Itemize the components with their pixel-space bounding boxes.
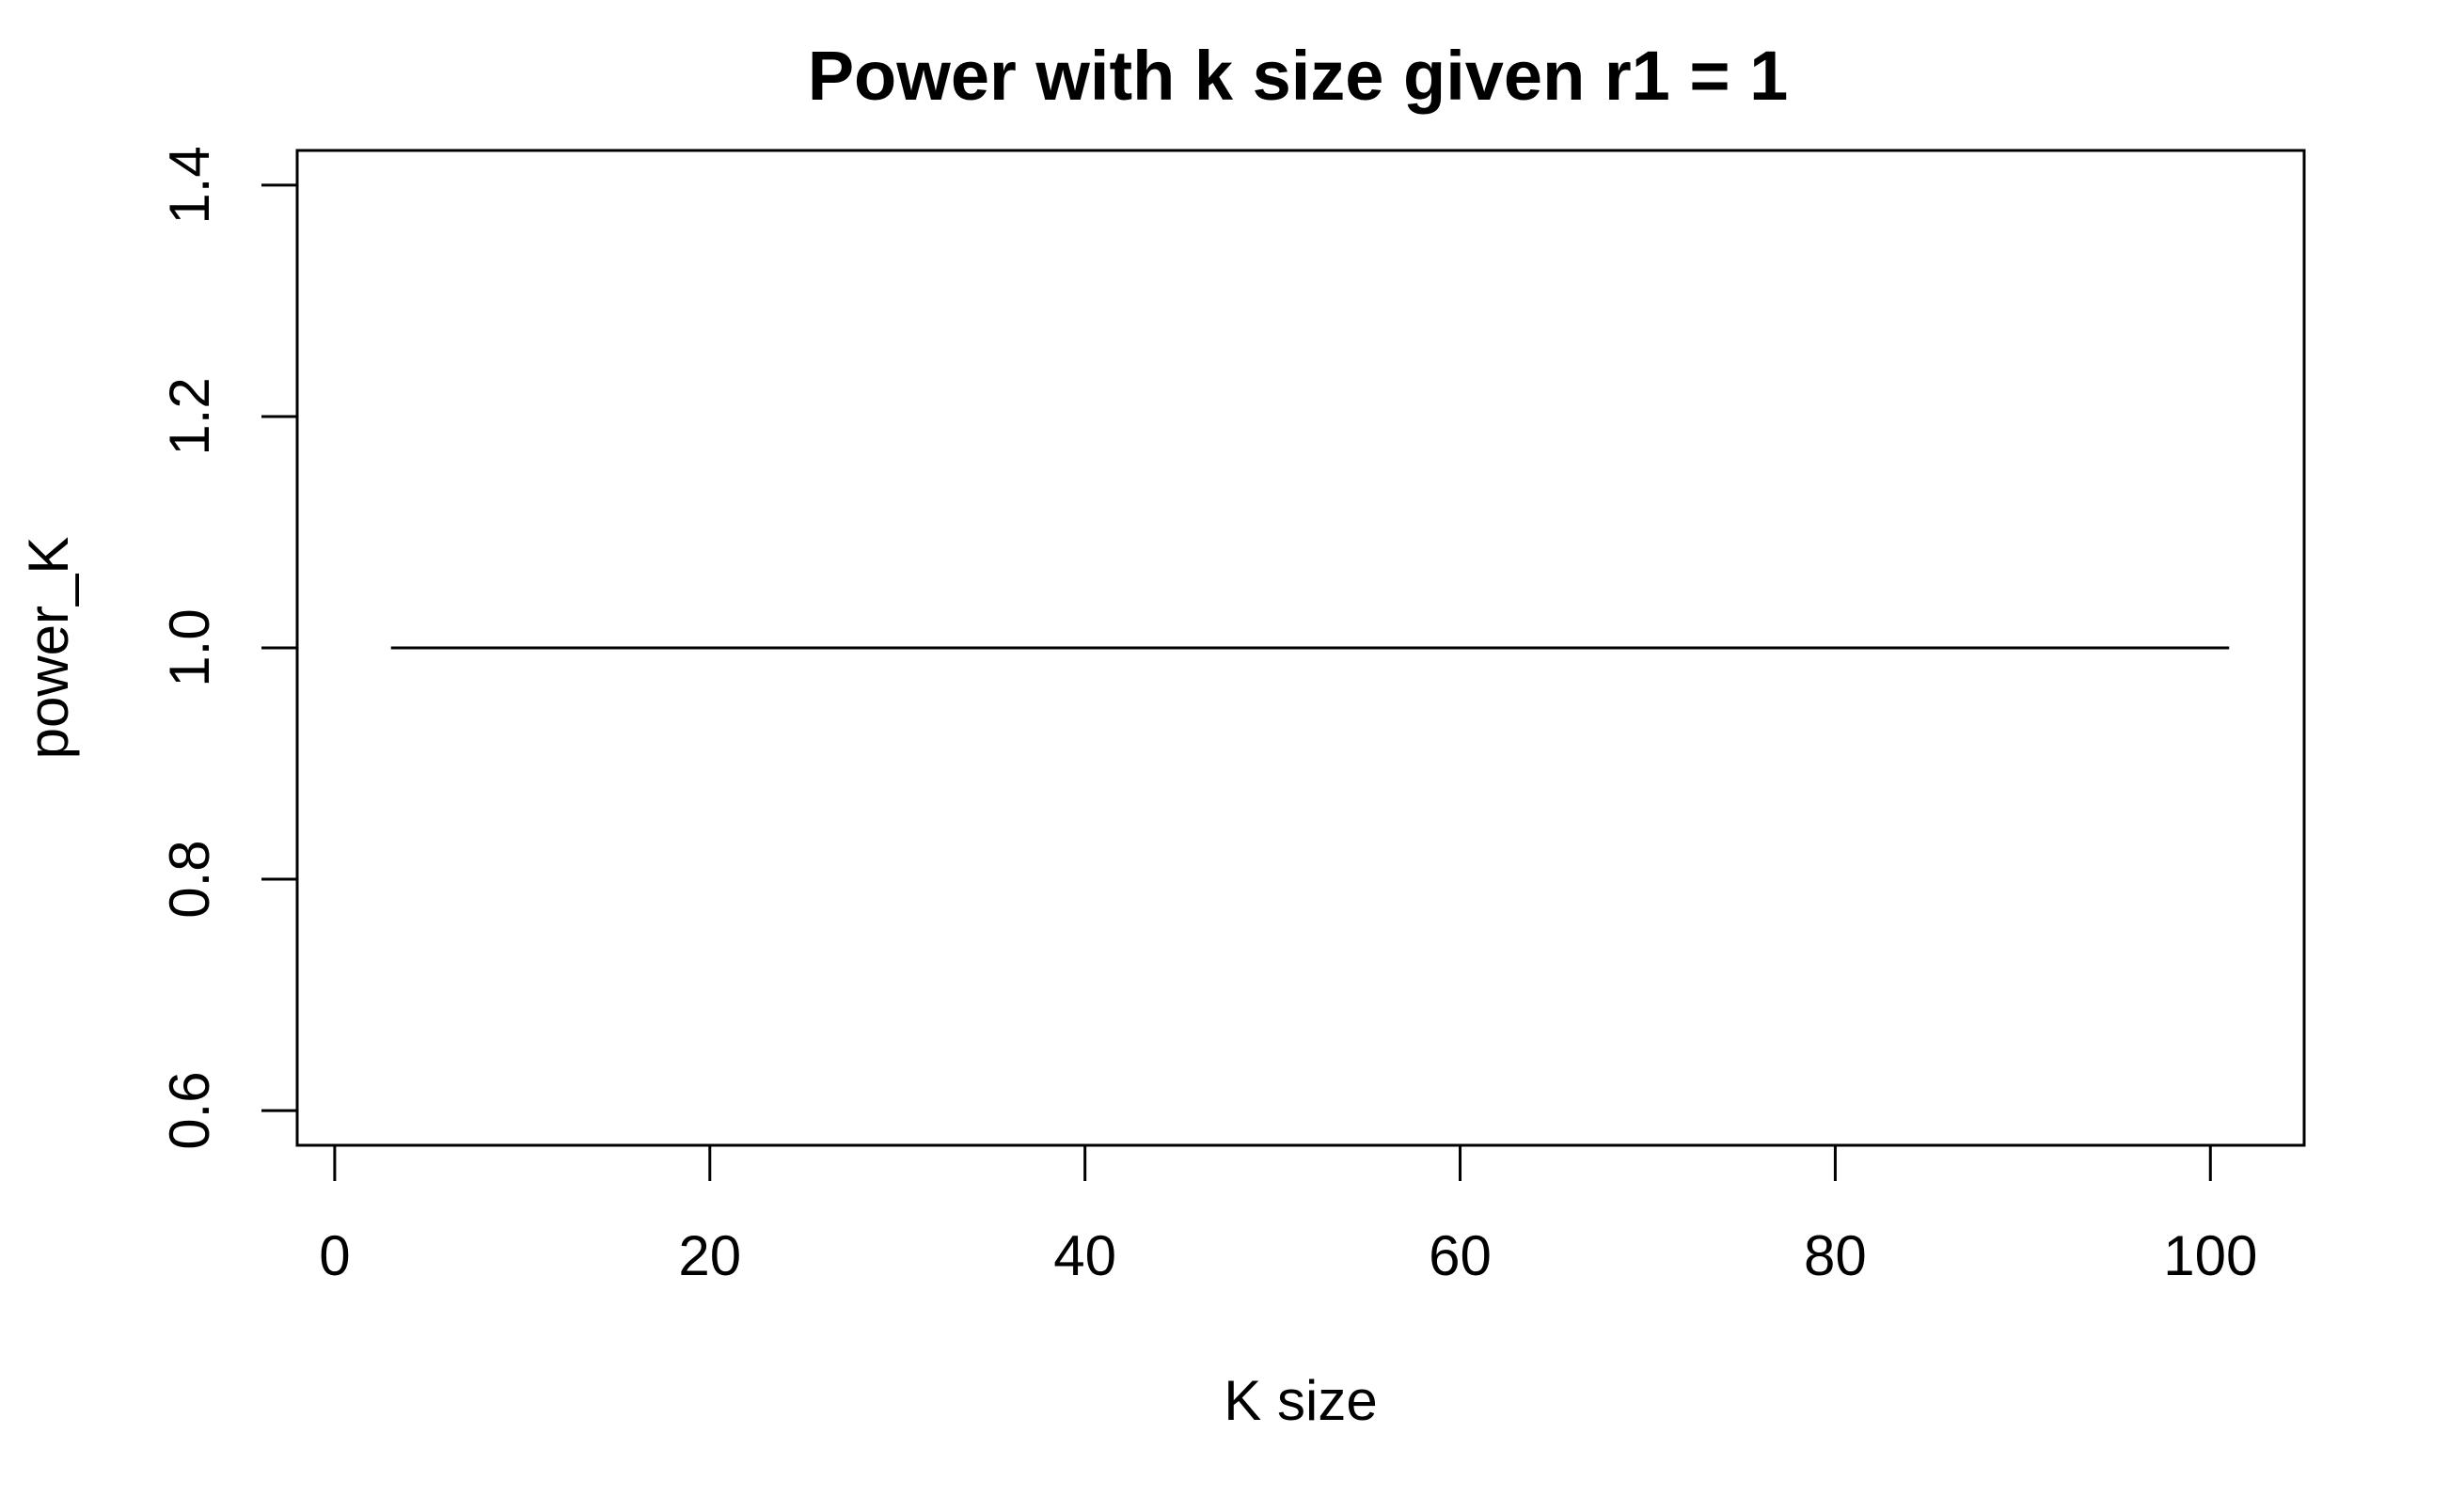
x-tick-label: 0 xyxy=(319,1224,350,1287)
y-tick-label: 0.6 xyxy=(158,1071,221,1149)
chart-title: Power with k size given r1 = 1 xyxy=(808,37,1789,115)
x-tick-label: 20 xyxy=(678,1224,741,1287)
y-axis: 0.6 0.8 1.0 1.2 1.4 xyxy=(158,146,299,1150)
x-axis-label: K size xyxy=(1224,1369,1377,1432)
x-tick-label: 40 xyxy=(1053,1224,1116,1287)
x-tick-label: 60 xyxy=(1429,1224,1492,1287)
y-tick-label: 1.0 xyxy=(158,608,221,686)
y-tick-label: 0.8 xyxy=(158,840,221,918)
x-tick-label: 80 xyxy=(1804,1224,1867,1287)
y-tick-label: 1.4 xyxy=(158,146,221,224)
y-tick-label: 1.2 xyxy=(158,377,221,455)
x-tick-label: 100 xyxy=(2163,1224,2257,1287)
y-axis-label: power_K xyxy=(17,537,80,760)
x-axis: 0 20 40 60 80 100 xyxy=(319,1143,2257,1287)
